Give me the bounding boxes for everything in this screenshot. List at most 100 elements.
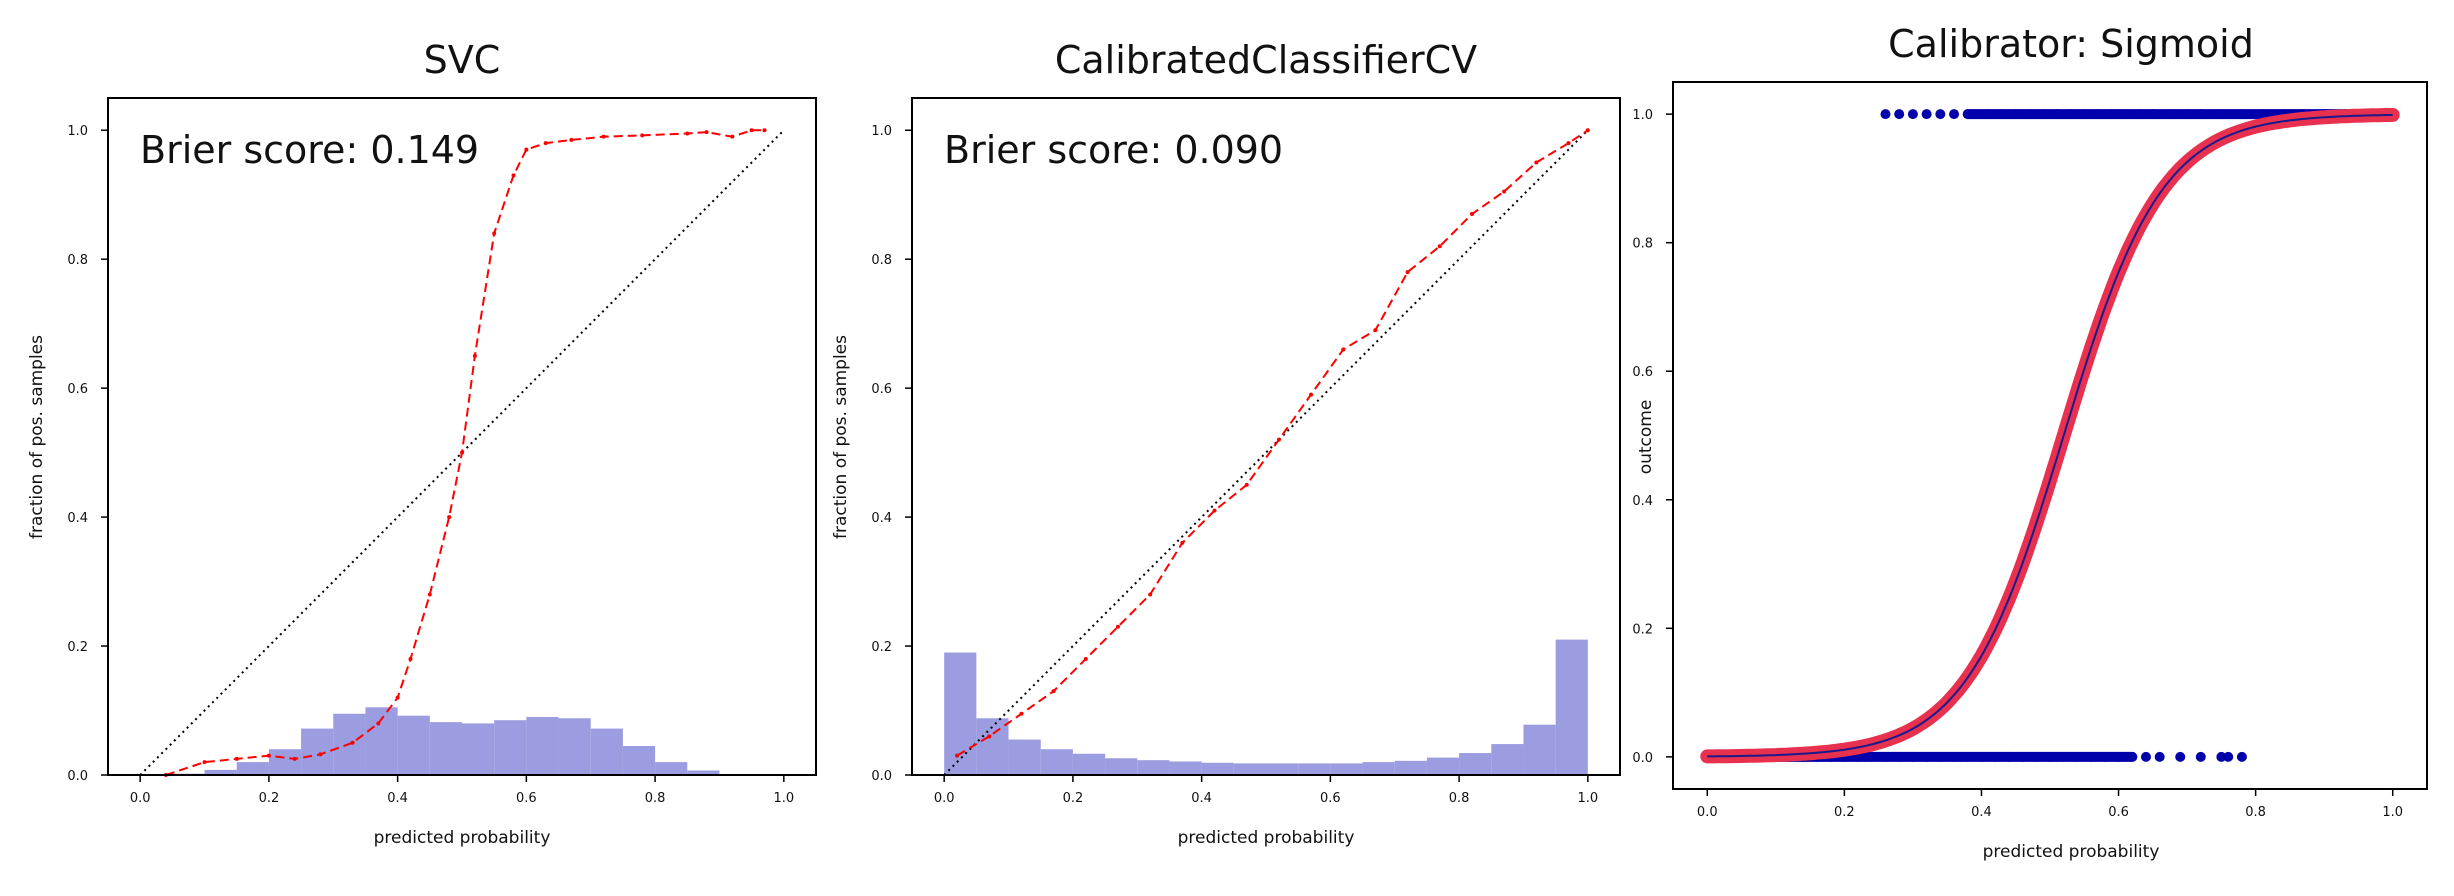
x-tick-label: 0.4 (387, 791, 408, 806)
perfect-calibration-line (139, 129, 785, 776)
y-tick-label: 0.4 (871, 511, 892, 526)
calibration-point (730, 134, 735, 139)
x-tick-label: 1.0 (2382, 805, 2403, 820)
calibration-point (202, 760, 207, 765)
calibration-point (376, 721, 381, 726)
x-tick-label: 0.4 (1191, 791, 1212, 806)
histogram-bar (1169, 761, 1202, 775)
calibration-point (955, 753, 960, 758)
histogram-bar (397, 715, 430, 775)
histogram-bar (976, 718, 1009, 775)
ticks: 0.0 0.2 0.4 0.6 0.8 1.0 0.0 0.2 0.4 0.6 0.8 1.0 (67, 124, 794, 806)
calibration-point (1276, 437, 1281, 442)
y-tick-label: 0.8 (67, 253, 88, 268)
histogram-bar (494, 720, 527, 775)
calibration-point (1405, 270, 1410, 275)
y-tick-label: 0.8 (1632, 237, 1653, 252)
y-tick-label: 1.0 (67, 124, 88, 139)
histogram-bar (1555, 639, 1588, 775)
calibration-point (472, 353, 477, 358)
y-tick-label: 1.0 (1632, 108, 1653, 123)
y-axis-label: outcome (1636, 400, 1656, 475)
x-tick-label: 0.6 (2108, 805, 2129, 820)
calibration-point (1115, 624, 1120, 629)
histogram-bar (236, 762, 269, 775)
outcome-0-point (2175, 751, 2186, 762)
x-tick-label: 0.4 (1971, 805, 1992, 820)
y-axis-label: fraction of pos. samples (831, 335, 851, 539)
y-tick-label: 0.2 (1632, 622, 1653, 637)
histogram-bar (1266, 763, 1299, 775)
perfect-calibration-line (943, 129, 1589, 776)
plot-area (1700, 107, 2400, 764)
y-tick-label: 0.6 (1632, 365, 1653, 380)
y-tick-label: 1.0 (871, 124, 892, 139)
calibration-point (408, 656, 413, 661)
panel-title: SVC (424, 38, 501, 82)
plot-area (139, 128, 785, 777)
y-tick-label: 0.4 (67, 511, 88, 526)
histogram-bar (1008, 739, 1041, 775)
histogram-bar (1201, 762, 1234, 775)
outcome-0-point (2236, 751, 2247, 762)
calibration-curve (956, 129, 1589, 757)
calibration-point (640, 133, 645, 138)
calibration-point (511, 173, 516, 178)
outcome-0-point (2140, 751, 2151, 762)
ticks: 0.0 0.2 0.4 0.6 0.8 1.0 0.0 0.2 0.4 0.6 0.8 1.0 (1632, 108, 2403, 820)
y-tick-label: 0.6 (67, 382, 88, 397)
brier-score-annotation: Brier score: 0.149 (140, 128, 479, 172)
histogram-bar (429, 722, 462, 775)
outcome-1-point (1949, 109, 1960, 120)
calibration-point (1566, 141, 1571, 146)
sigmoid-curve (1707, 113, 2393, 758)
histogram-bar (655, 762, 688, 775)
histogram-bar (1362, 762, 1395, 775)
calibration-point (524, 147, 529, 152)
histogram-bar (1233, 763, 1266, 775)
histogram-bar (944, 652, 977, 775)
calibration-point (266, 753, 271, 758)
panel-title: CalibratedClassifierCV (1055, 38, 1477, 82)
histogram-bar (301, 728, 334, 775)
x-axis-label: predicted probability (1983, 842, 2160, 862)
calibration-point (1373, 328, 1378, 333)
calibration-point (704, 130, 709, 135)
y-tick-label: 0.8 (871, 253, 892, 268)
y-tick-label: 0.0 (1632, 751, 1653, 766)
histogram-bar (1523, 724, 1556, 775)
y-tick-label: 0.2 (67, 640, 88, 655)
x-tick-label: 0.8 (2245, 805, 2266, 820)
histogram-bar (1394, 760, 1427, 775)
histogram-bar (526, 716, 559, 775)
y-tick-label: 0.2 (871, 640, 892, 655)
x-tick-label: 0.2 (259, 791, 280, 806)
outcome-1-point (1921, 109, 1932, 120)
calibration-point (350, 740, 355, 745)
axes-frame (1672, 81, 2428, 790)
calibration-point (1019, 711, 1024, 716)
ticks: 0.0 0.2 0.4 0.6 0.8 1.0 0.0 0.2 0.4 0.6 0.8 1.0 (871, 124, 1598, 806)
histogram-bar (1298, 763, 1331, 775)
calibration-point (1469, 212, 1474, 217)
x-tick-label: 0.2 (1063, 791, 1084, 806)
calibration-point (492, 231, 497, 236)
histogram-bar (1426, 757, 1460, 775)
brier-score-annotation: Brier score: 0.090 (944, 128, 1283, 172)
calibrated-probability-band (1700, 107, 2400, 764)
panel-calibrated-classifier-cv: CalibratedClassifierCV Brier score: 0.09… (831, 38, 1621, 848)
histogram-bar (687, 770, 720, 775)
histogram-bar (204, 769, 237, 775)
calibration-point (569, 137, 574, 142)
y-tick-label: 0.4 (1632, 494, 1653, 509)
calibration-point (292, 756, 297, 761)
panel-title: Calibrator: Sigmoid (1888, 22, 2254, 66)
histogram-bar (622, 745, 656, 775)
x-tick-label: 0.0 (934, 791, 955, 806)
histogram-bar (1105, 758, 1138, 775)
calibration-point (427, 592, 432, 597)
x-tick-label: 0.0 (1697, 805, 1718, 820)
calibration-point (1180, 540, 1185, 545)
calibration-point (1212, 508, 1217, 513)
